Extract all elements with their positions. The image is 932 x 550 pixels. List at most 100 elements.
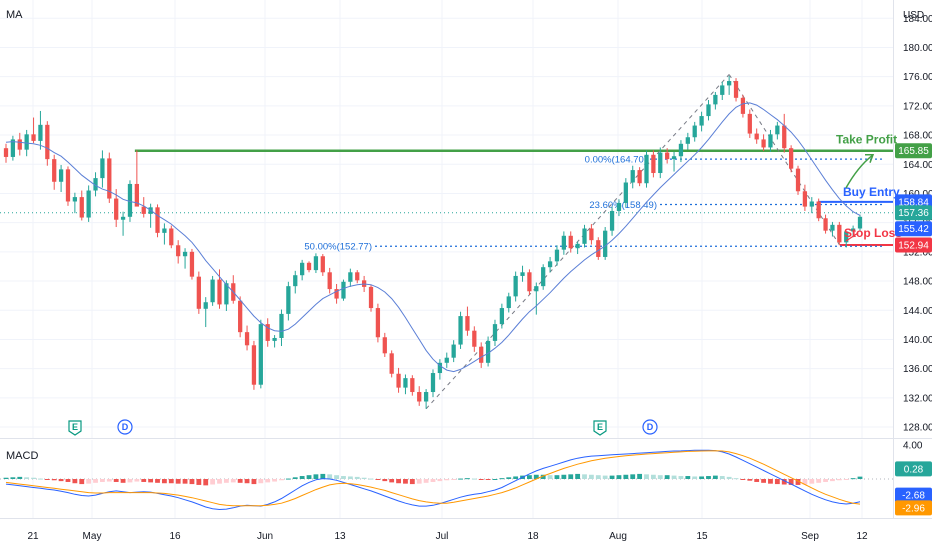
candle-body — [279, 313, 284, 338]
candle-body — [527, 272, 532, 292]
candle-body — [534, 286, 539, 292]
macd-histogram-bar — [802, 479, 808, 485]
last-price-tag-text: 157.36 — [898, 208, 929, 219]
price-tick-label: 176.00 — [903, 72, 932, 83]
candle-body — [541, 267, 546, 287]
candle-body — [596, 240, 601, 257]
macd-histogram-bar — [712, 475, 718, 479]
macd-histogram-bar — [320, 473, 326, 479]
projection-arrow[interactable] — [845, 153, 875, 242]
price-tick-label: 152.00 — [903, 247, 932, 258]
macd-histogram-bar — [272, 479, 278, 482]
candle-body — [727, 81, 732, 86]
macd-histogram-bar — [292, 477, 298, 479]
candle-body — [38, 124, 43, 141]
macd-histogram-bar — [44, 479, 50, 480]
earnings-icon-label: E — [597, 422, 603, 432]
macd-histogram-bar — [3, 477, 9, 479]
candle-body — [506, 296, 511, 309]
take-profit-label[interactable]: Take Profit — [836, 133, 897, 147]
macd-histogram-bar — [582, 474, 587, 479]
macd-histogram-bar — [327, 474, 333, 479]
macd-histogram — [3, 473, 863, 486]
price-tick-label: 148.00 — [903, 277, 932, 288]
candle-body — [162, 228, 167, 233]
candle-body — [210, 279, 215, 303]
candle-body — [86, 190, 91, 218]
macd-indicator-label[interactable]: MACD — [6, 450, 38, 462]
candle-body — [568, 235, 573, 249]
candle-body — [203, 302, 208, 309]
macd-histogram-bar — [602, 475, 608, 479]
candlestick-series — [3, 75, 863, 409]
last-price-tag — [895, 205, 932, 221]
macd-histogram-bar — [24, 477, 30, 479]
candle-body — [837, 224, 842, 243]
macd-histogram-bar — [733, 478, 739, 480]
candle-body — [217, 279, 222, 305]
macd-histogram-bar — [699, 476, 705, 479]
candle-body — [334, 289, 339, 299]
macd-histogram-bar — [51, 479, 57, 481]
candle-body — [251, 345, 257, 385]
candle-body — [300, 262, 305, 276]
buy-entry-label[interactable]: Buy Entry — [843, 185, 900, 199]
macd-histogram-bar — [506, 477, 512, 479]
macd-axis[interactable]: 4.00 — [903, 441, 923, 452]
candle-body — [485, 340, 491, 363]
macd-histogram-bar — [334, 475, 339, 479]
candle-body — [561, 235, 566, 250]
macd-histogram-bar — [279, 479, 284, 481]
stop-loss-label[interactable]: Stop Loss — [844, 226, 902, 240]
candle-body — [623, 182, 628, 203]
macd-histogram-bar — [637, 473, 643, 479]
macd-histogram-bar — [237, 479, 243, 483]
candle-body — [788, 148, 794, 169]
macd-histogram-bar — [671, 475, 677, 479]
macd-histogram-bar — [148, 479, 154, 483]
macd-histogram-bar — [375, 479, 381, 480]
macd-histogram-bar — [189, 479, 195, 485]
candle-body — [348, 272, 353, 282]
candle-body — [100, 158, 105, 179]
ma-indicator-label[interactable]: MA — [6, 9, 23, 21]
time-axis[interactable]: 21 May 16 Jun 13 Jul 18 Aug 15 Sep 12 — [27, 531, 868, 542]
fib-trend-line — [425, 74, 730, 410]
time-tick-label: 15 — [696, 531, 708, 542]
macd-histogram-bar — [368, 478, 374, 480]
dividend-icon[interactable] — [117, 419, 133, 435]
ma-value-tag — [895, 221, 932, 237]
macd-histogram-bar — [265, 479, 271, 483]
macd-histogram-bar — [409, 479, 415, 485]
time-tick-label: Jul — [436, 531, 449, 542]
dividend-icon-label: D — [647, 422, 654, 432]
candle-body — [520, 272, 525, 276]
dividend-icon[interactable] — [642, 419, 658, 435]
candle-body — [492, 324, 498, 341]
earnings-icon[interactable] — [68, 420, 82, 436]
time-tick-label: May — [83, 531, 102, 542]
macd-histogram-bar — [182, 479, 188, 484]
macd-histogram-bar — [816, 479, 822, 483]
macd-histogram-bar — [774, 479, 780, 485]
earnings-icon[interactable] — [593, 420, 607, 436]
macd-histogram-bar — [823, 479, 828, 482]
candle-body — [499, 308, 505, 325]
macd-histogram-bar — [38, 478, 43, 480]
candle-body — [658, 152, 663, 174]
macd-histogram-bar — [251, 479, 257, 485]
candle-body — [609, 210, 615, 231]
macd-histogram-bar — [843, 479, 849, 480]
price-grid — [0, 0, 893, 438]
macd-histogram-bar — [533, 474, 539, 479]
macd-histogram-bar — [203, 479, 209, 486]
currency-label: USD — [903, 10, 924, 21]
candle-body — [396, 373, 401, 388]
macd-histogram-bar — [168, 479, 174, 484]
macd-histogram-bar — [396, 479, 401, 484]
macd-histogram-bar — [313, 474, 319, 479]
signal-line-tag-text: -2.96 — [902, 503, 925, 514]
macd-histogram-bar — [465, 478, 470, 480]
macd-histogram-bar — [93, 479, 98, 483]
